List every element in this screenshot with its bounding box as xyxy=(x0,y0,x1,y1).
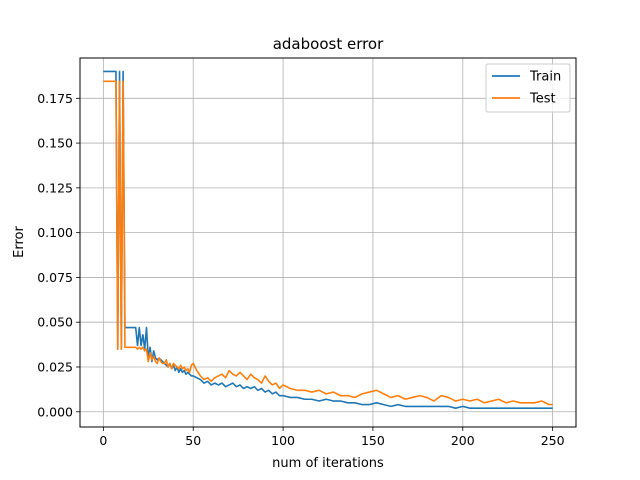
x-tick-label: 250 xyxy=(541,433,565,448)
x-tick-label: 100 xyxy=(271,433,295,448)
plot-lines xyxy=(103,70,553,409)
y-tick-label: 0.050 xyxy=(37,315,73,330)
legend-label-test: Test xyxy=(529,92,556,107)
x-axis-label: num of iterations xyxy=(272,456,384,471)
chart-title: adaboost error xyxy=(273,35,384,53)
y-tick-label: 0.025 xyxy=(37,359,73,374)
series-line-train xyxy=(103,70,553,409)
y-tick-label: 0.150 xyxy=(37,136,73,151)
x-tick-label: 150 xyxy=(361,433,385,448)
y-tick-label: 0.125 xyxy=(37,180,73,195)
grid xyxy=(80,58,576,427)
plot-frame xyxy=(79,57,577,428)
series-line-test xyxy=(103,80,553,406)
axis-ticks: 0 50 100 150 200 250 0.000 0.025 0.050 0.075 0.100… xyxy=(37,91,564,448)
x-tick-label: 50 xyxy=(185,433,201,448)
y-tick-label: 0.175 xyxy=(37,91,73,106)
legend: Train Test xyxy=(485,63,571,113)
y-tick-label: 0.075 xyxy=(37,270,73,285)
y-axis-label: Error xyxy=(12,226,27,258)
y-tick-label: 0.000 xyxy=(37,404,73,419)
x-tick-label: 200 xyxy=(451,433,475,448)
legend-label-train: Train xyxy=(529,70,561,85)
x-tick-label: 0 xyxy=(99,433,107,448)
y-tick-label: 0.100 xyxy=(37,225,73,240)
